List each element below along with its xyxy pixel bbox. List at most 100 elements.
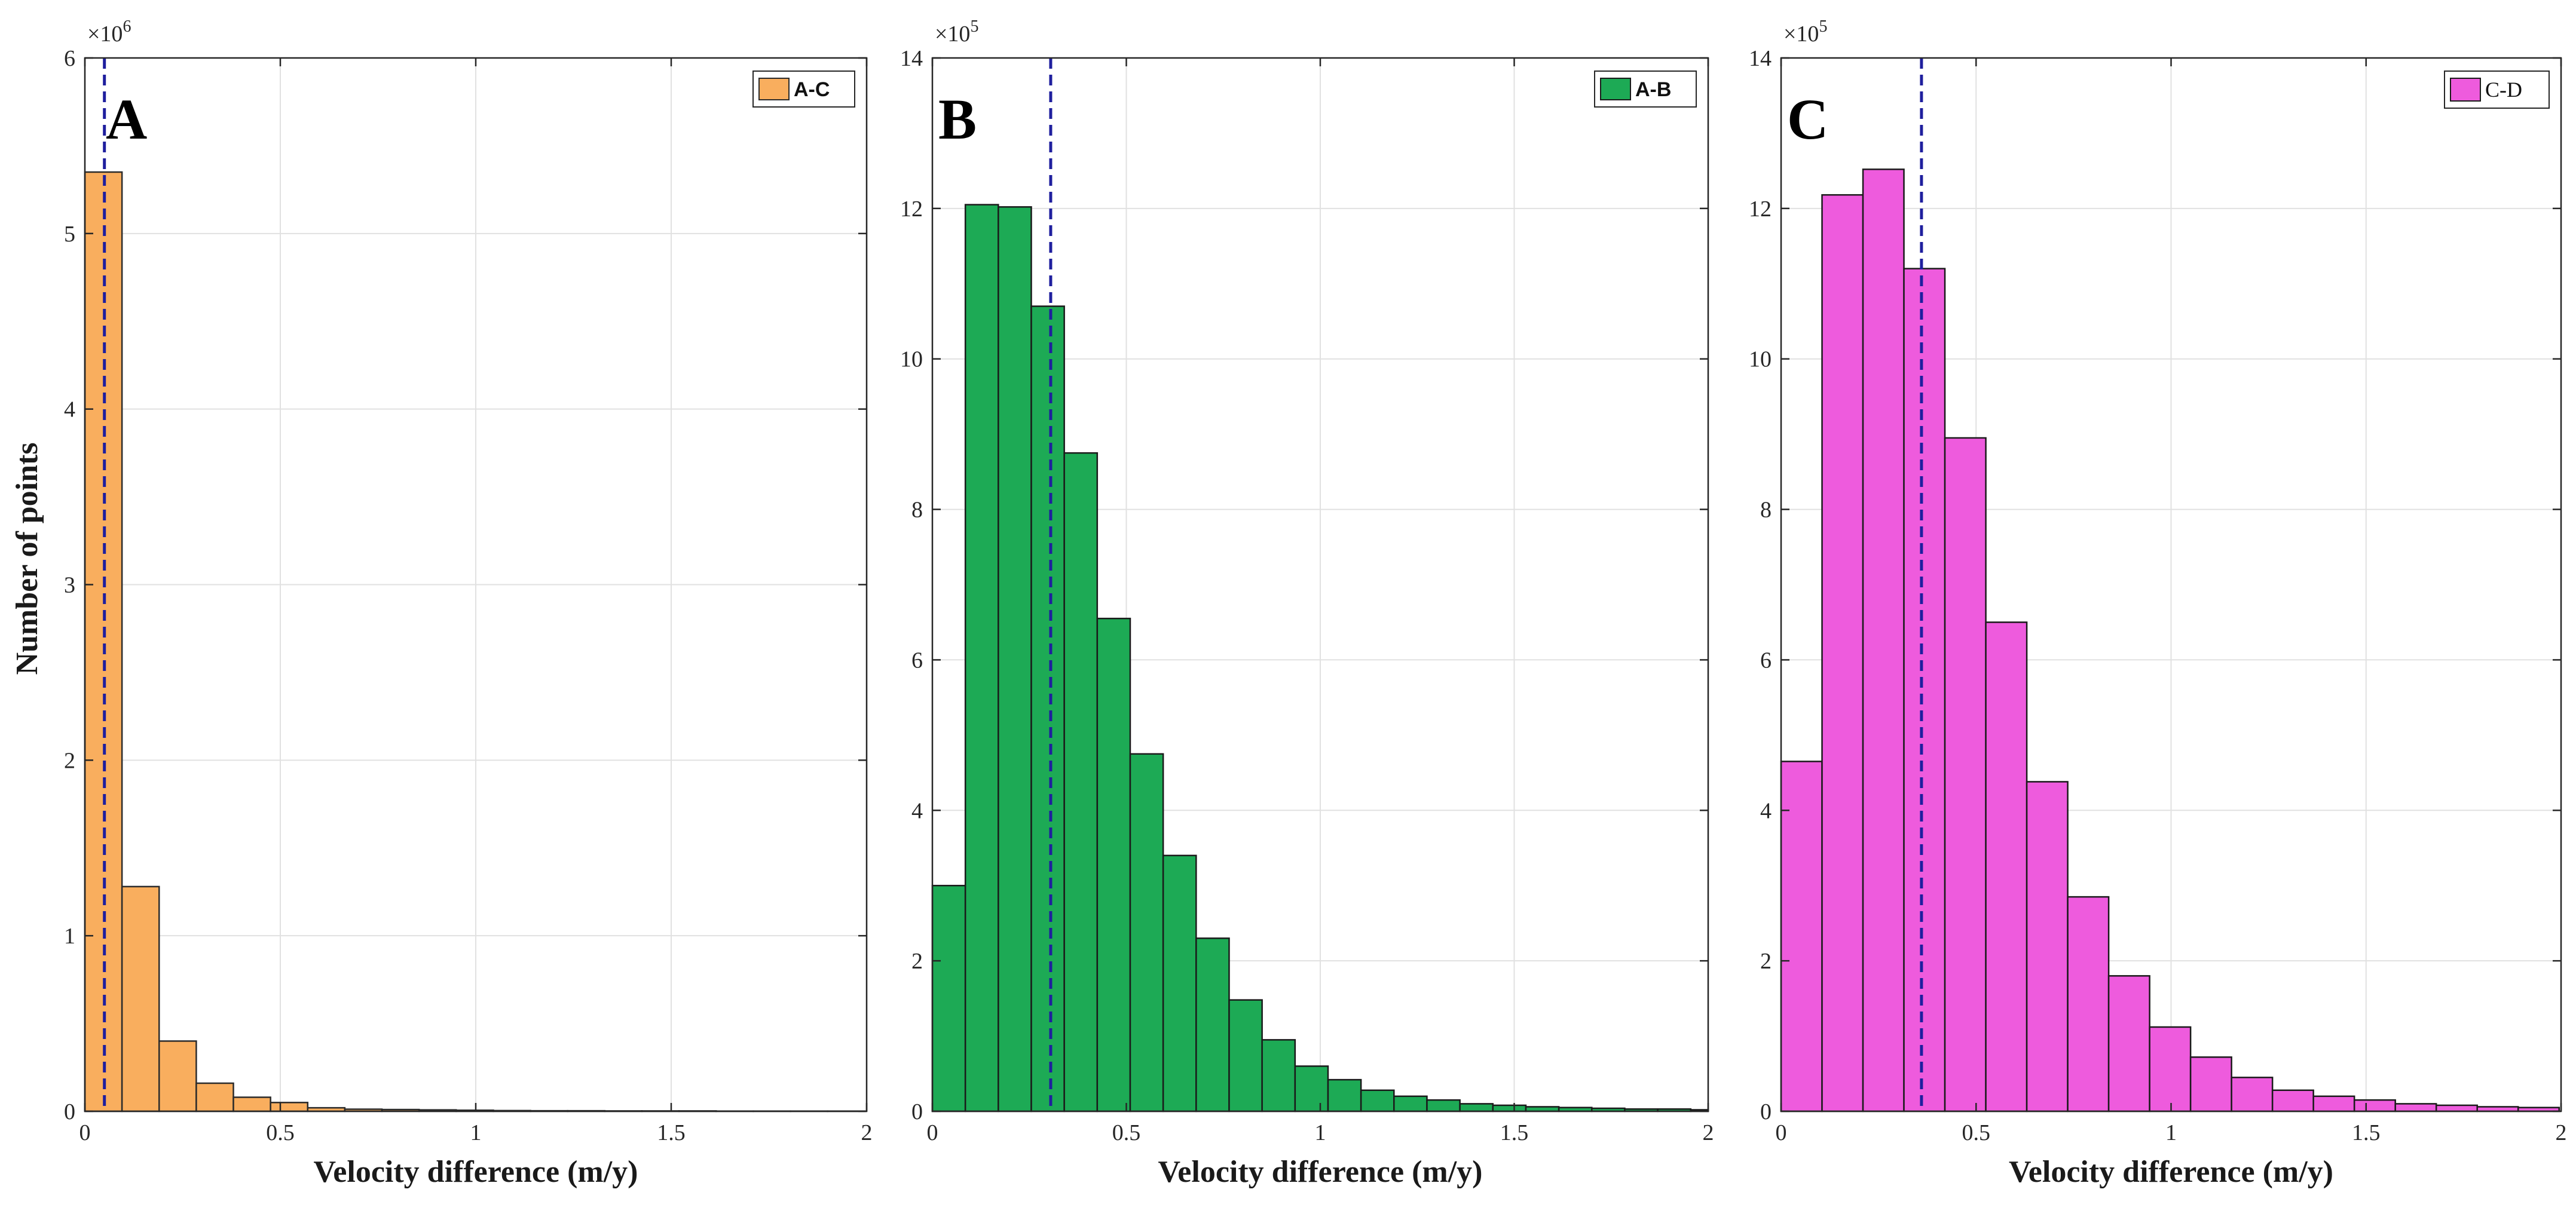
histogram-bar: [2026, 781, 2069, 1112]
histogram-bar: [1195, 937, 1230, 1112]
histogram-bar: [998, 206, 1032, 1112]
y-tick-label: 4: [911, 798, 923, 823]
y-tick-label: 6: [1760, 648, 1772, 673]
legend-swatch: [1600, 78, 1631, 100]
y-tick-label: 10: [900, 347, 923, 372]
y-tick-label: 8: [1760, 498, 1772, 523]
histogram-bar: [1129, 753, 1164, 1112]
y-tick-label: 12: [1749, 197, 1772, 222]
y-tick-label: 0: [911, 1099, 923, 1124]
y-tick-label: 2: [911, 949, 923, 974]
legend-label: C-D: [2485, 78, 2522, 102]
histogram-bar: [1063, 452, 1099, 1112]
panel-letter-label: A: [106, 87, 147, 151]
histogram-bar: [2149, 1026, 2192, 1112]
histogram-bar: [931, 884, 966, 1112]
legend-label: A-C: [794, 78, 830, 101]
x-axis-title: Velocity difference (m/y): [314, 1155, 638, 1189]
histogram-bar: [195, 1082, 234, 1112]
panel-c: 0 0.5 1 1.5 2 0 2 4 6 8 10 12 14 ×105 Velocity differe…: [1749, 17, 2567, 1189]
y-tick-label: 14: [1749, 46, 1772, 71]
panel-letter-label: B: [938, 87, 977, 151]
histogram-bar: [1862, 168, 1905, 1112]
y-tick-label: 5: [64, 222, 75, 247]
x-axis-title: Velocity difference (m/y): [1158, 1155, 1483, 1189]
x-tick-label: 1: [470, 1120, 482, 1145]
histogram-bar: [2067, 896, 2110, 1112]
histogram-bar: [1228, 999, 1263, 1112]
histogram-bar: [1459, 1103, 1494, 1112]
histogram-bar: [158, 1040, 197, 1112]
x-tick-label: 0: [79, 1120, 91, 1145]
x-tick-label: 0.5: [1112, 1120, 1141, 1145]
histogram-bar: [1903, 268, 1946, 1112]
y-tick-label: 1: [64, 924, 75, 949]
y-tick-label: 4: [64, 397, 75, 422]
histogram-bar: [1944, 437, 1987, 1112]
legend-swatch: [2450, 78, 2481, 102]
y-tick-label: 8: [911, 498, 923, 523]
panel-b: 0 0.5 1 1.5 2 0 2 4 6 8 10 12 14 ×105 Velocity differe…: [900, 17, 1714, 1189]
y-tick-label: 2: [1760, 949, 1772, 974]
x-tick-label: 0: [1776, 1120, 1787, 1145]
y-tick-label: 14: [900, 46, 923, 71]
x-tick-label: 1.5: [1500, 1120, 1529, 1145]
panel-letter-label: C: [1787, 87, 1828, 151]
panel-a: 0 0.5 1 1.5 2 0 1 2 3 4 5 6 ×106 Velocity difference …: [64, 17, 873, 1189]
y-tick-label: 12: [900, 197, 923, 222]
histogram-bar: [2271, 1089, 2314, 1112]
histogram-bar: [1327, 1078, 1362, 1112]
x-tick-label: 2: [1703, 1120, 1714, 1145]
x-tick-label: 1.5: [657, 1120, 686, 1145]
histogram-bar: [1030, 305, 1065, 1112]
histogram-bar: [1261, 1039, 1296, 1112]
y-exponent-label: ×105: [1783, 17, 1827, 47]
x-tick-label: 2: [2556, 1120, 2567, 1145]
histogram-bar: [1162, 854, 1197, 1112]
histogram-bar: [2312, 1095, 2355, 1112]
y-tick-label: 0: [64, 1099, 75, 1124]
legend-swatch: [758, 78, 790, 100]
y-tick-label: 6: [64, 46, 75, 71]
histogram-bar: [2107, 975, 2150, 1112]
y-tick-label: 4: [1760, 798, 1772, 823]
histogram-bar: [1294, 1065, 1329, 1112]
histogram-bar: [1492, 1104, 1527, 1112]
histogram-bar: [2353, 1099, 2396, 1112]
histogram-bar: [1780, 761, 1823, 1112]
x-axis-title: Velocity difference (m/y): [2009, 1155, 2333, 1189]
histogram-bar: [2435, 1104, 2478, 1112]
y-tick-label: 6: [911, 648, 923, 673]
histogram-bar: [1985, 621, 2028, 1112]
legend-label: A-B: [1635, 78, 1671, 101]
x-tick-label: 0.5: [266, 1120, 295, 1145]
legend: A-C: [752, 71, 855, 108]
histogram-bar: [964, 204, 999, 1112]
x-tick-label: 2: [861, 1120, 873, 1145]
y-exponent-label: ×105: [935, 17, 978, 47]
histogram-bar: [1821, 194, 1864, 1112]
legend: C-D: [2444, 71, 2550, 109]
y-tick-label: 3: [64, 573, 75, 598]
x-tick-label: 0.5: [1962, 1120, 1991, 1145]
histogram-bar: [2189, 1056, 2232, 1112]
legend: A-B: [1594, 71, 1697, 108]
y-tick-label: 0: [1760, 1099, 1772, 1124]
histogram-bar: [232, 1096, 271, 1112]
histogram-bar: [1360, 1089, 1395, 1112]
y-exponent-label: ×106: [87, 17, 131, 47]
x-tick-label: 0: [927, 1120, 938, 1145]
histogram-bar: [2231, 1077, 2274, 1112]
histogram-bar: [2394, 1103, 2437, 1112]
histogram-bar: [1096, 617, 1131, 1112]
y-tick-label: 10: [1749, 347, 1772, 372]
x-tick-label: 1: [1315, 1120, 1326, 1145]
figure-ylabel: Number of points: [10, 442, 44, 675]
histogram-bar: [270, 1102, 309, 1112]
x-tick-label: 1: [2165, 1120, 2177, 1145]
histogram-bar: [1393, 1095, 1428, 1112]
x-tick-label: 1.5: [2352, 1120, 2381, 1145]
histogram-bar: [121, 885, 160, 1112]
